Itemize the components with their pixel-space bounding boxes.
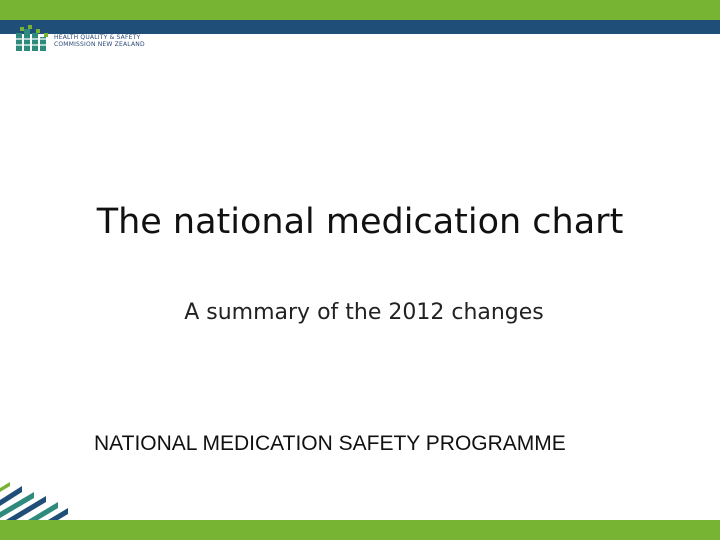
logo-text: HEALTH QUALITY & SAFETY COMMISSION NEW Z… xyxy=(54,34,145,48)
programme-name: NATIONAL MEDICATION SAFETY PROGRAMME xyxy=(94,432,566,455)
slide-subtitle: A summary of the 2012 changes xyxy=(184,300,544,325)
corner-stripes xyxy=(0,482,68,520)
bottom-green-bar xyxy=(0,520,720,540)
bottom-band xyxy=(0,482,720,540)
hqsc-logo-icon xyxy=(16,25,48,51)
logo-line-1: HEALTH QUALITY & SAFETY xyxy=(54,34,141,41)
hqsc-logo: HEALTH QUALITY & SAFETY COMMISSION NEW Z… xyxy=(14,24,145,60)
top-green-band xyxy=(0,0,720,20)
slide-title: The national medication chart xyxy=(96,202,624,242)
logo-line-2: COMMISSION NEW ZEALAND xyxy=(54,41,145,48)
top-navy-band xyxy=(0,20,720,34)
